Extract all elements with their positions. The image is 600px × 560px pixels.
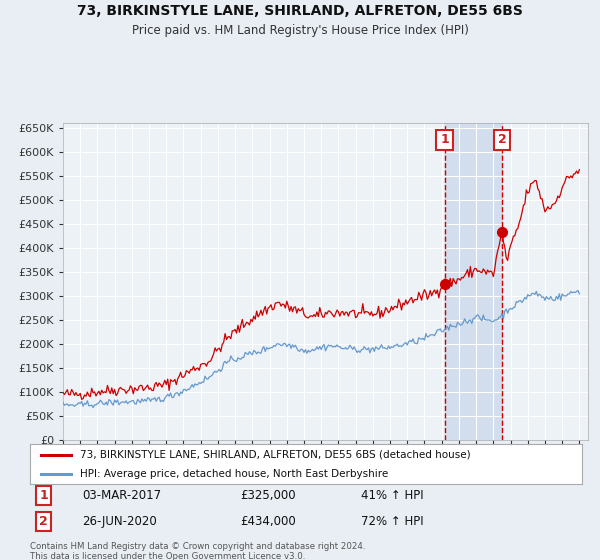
Text: 26-JUN-2020: 26-JUN-2020 bbox=[82, 515, 157, 528]
Text: Price paid vs. HM Land Registry's House Price Index (HPI): Price paid vs. HM Land Registry's House … bbox=[131, 24, 469, 37]
Text: Contains HM Land Registry data © Crown copyright and database right 2024.
This d: Contains HM Land Registry data © Crown c… bbox=[30, 542, 365, 560]
Text: £434,000: £434,000 bbox=[240, 515, 296, 528]
Bar bbox=[445, 123, 502, 440]
Text: HPI: Average price, detached house, North East Derbyshire: HPI: Average price, detached house, Nort… bbox=[80, 469, 388, 478]
Text: 73, BIRKINSTYLE LANE, SHIRLAND, ALFRETON, DE55 6BS: 73, BIRKINSTYLE LANE, SHIRLAND, ALFRETON… bbox=[77, 4, 523, 18]
Text: 73, BIRKINSTYLE LANE, SHIRLAND, ALFRETON, DE55 6BS (detached house): 73, BIRKINSTYLE LANE, SHIRLAND, ALFRETON… bbox=[80, 450, 470, 460]
Text: 1: 1 bbox=[40, 489, 48, 502]
Text: 1: 1 bbox=[440, 133, 449, 147]
Text: 2: 2 bbox=[497, 133, 506, 147]
Text: 72% ↑ HPI: 72% ↑ HPI bbox=[361, 515, 424, 528]
Text: 2: 2 bbox=[40, 515, 48, 528]
Text: £325,000: £325,000 bbox=[240, 489, 295, 502]
Text: 41% ↑ HPI: 41% ↑ HPI bbox=[361, 489, 424, 502]
Text: 03-MAR-2017: 03-MAR-2017 bbox=[82, 489, 161, 502]
